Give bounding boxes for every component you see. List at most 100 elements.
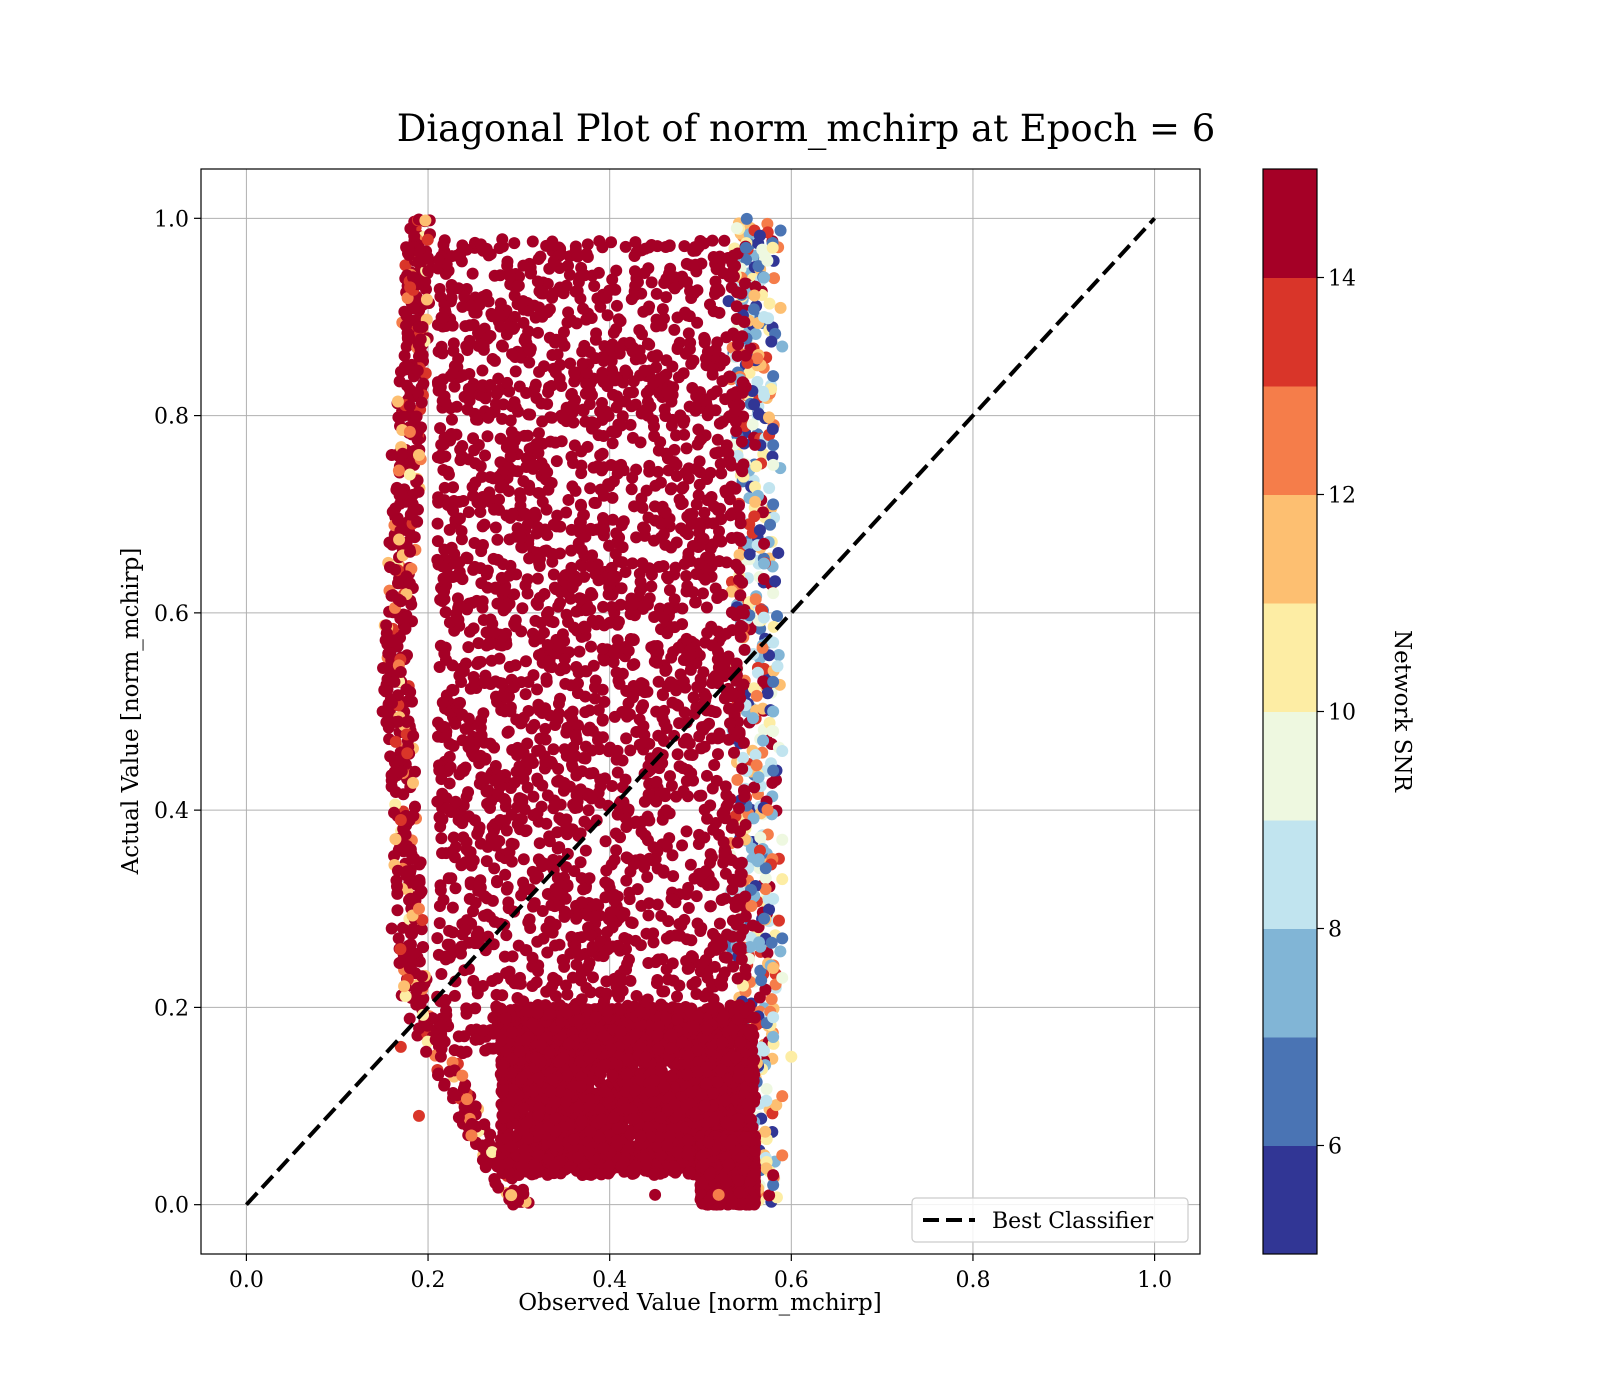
scatter-point xyxy=(619,364,632,377)
scatter-point xyxy=(451,592,464,605)
scatter-point xyxy=(594,773,607,786)
scatter-point xyxy=(714,457,727,470)
scatter-point xyxy=(417,377,430,390)
scatter-point xyxy=(765,993,778,1006)
scatter-point xyxy=(588,692,601,705)
scatter-point xyxy=(610,264,623,277)
scatter-point xyxy=(484,378,497,391)
scatter-point xyxy=(531,572,544,585)
scatter-point xyxy=(436,347,449,360)
scatter-point xyxy=(720,951,733,964)
scatter-point xyxy=(445,291,458,304)
scatter-point xyxy=(547,362,560,375)
scatter-point xyxy=(577,302,590,315)
scatter-point xyxy=(598,654,611,667)
scatter-point xyxy=(527,790,540,803)
scatter-point xyxy=(447,337,460,350)
scatter-point xyxy=(640,484,653,497)
scatter-point xyxy=(600,975,613,988)
scatter-point xyxy=(665,419,678,432)
scatter-point xyxy=(612,615,625,628)
scatter-point xyxy=(519,655,532,668)
scatter-point xyxy=(748,510,761,523)
scatter-point xyxy=(496,989,509,1002)
scatter-point xyxy=(380,627,393,640)
scatter-point xyxy=(488,915,501,928)
scatter-point xyxy=(576,345,589,358)
scatter-point xyxy=(474,655,487,668)
scatter-point xyxy=(480,785,493,798)
scatter-point xyxy=(647,420,660,433)
scatter-point xyxy=(405,598,418,611)
scatter-point xyxy=(566,581,579,594)
scatter-point xyxy=(658,369,671,382)
scatter-point xyxy=(407,506,420,519)
scatter-point xyxy=(708,759,721,772)
scatter-point xyxy=(724,717,737,730)
scatter-point xyxy=(763,411,776,424)
scatter-point xyxy=(443,1065,456,1078)
scatter-point xyxy=(415,421,428,434)
scatter-point xyxy=(547,743,560,756)
scatter-point xyxy=(658,403,671,416)
scatter-point xyxy=(394,943,407,956)
scatter-point xyxy=(469,1033,482,1046)
scatter-point xyxy=(512,280,525,293)
scatter-point xyxy=(456,763,469,776)
scatter-point xyxy=(600,877,613,890)
scatter-point xyxy=(522,408,535,421)
scatter-point xyxy=(645,641,658,654)
scatter-point xyxy=(569,484,582,497)
scatter-point xyxy=(469,1100,482,1113)
scatter-point xyxy=(494,813,507,826)
scatter-point xyxy=(530,391,543,404)
scatter-point xyxy=(765,335,778,348)
scatter-point xyxy=(759,983,772,996)
scatter-point xyxy=(581,440,594,453)
scatter-point xyxy=(654,476,667,489)
scatter-point xyxy=(377,662,390,675)
scatter-point xyxy=(583,872,596,885)
scatter-point xyxy=(506,440,519,453)
scatter-point xyxy=(596,642,609,655)
scatter-point xyxy=(772,546,785,559)
scatter-point xyxy=(526,980,539,993)
scatter-point xyxy=(693,478,706,491)
scatter-point xyxy=(553,841,566,854)
scatter-point xyxy=(719,867,732,880)
scatter-point xyxy=(553,596,566,609)
scatter-point xyxy=(689,462,702,475)
scatter-point xyxy=(735,868,748,881)
scatter-point xyxy=(455,533,468,546)
scatter-point xyxy=(466,267,479,280)
scatter-point xyxy=(575,896,588,909)
scatter-point xyxy=(576,357,589,370)
scatter-point xyxy=(610,299,623,312)
scatter-point xyxy=(643,364,656,377)
scatter-point xyxy=(684,858,697,871)
scatter-point xyxy=(555,814,568,827)
scatter-point xyxy=(748,438,761,451)
scatter-point xyxy=(420,293,433,306)
scatter-point xyxy=(743,366,756,379)
scatter-point xyxy=(467,432,480,445)
scatter-point xyxy=(719,780,732,793)
scatter-point xyxy=(749,495,762,508)
scatter-point xyxy=(718,234,731,247)
scatter-point xyxy=(517,711,530,724)
scatter-point xyxy=(569,730,582,743)
scatter-point xyxy=(395,955,408,968)
scatter-point xyxy=(526,951,539,964)
scatter-point xyxy=(469,476,482,489)
scatter-point xyxy=(691,316,704,329)
scatter-point xyxy=(731,836,744,849)
scatter-point xyxy=(531,521,544,534)
scatter-point xyxy=(626,658,639,671)
scatter-point xyxy=(700,601,713,614)
scatter-point xyxy=(737,736,750,749)
scatter-point xyxy=(467,318,480,331)
scatter-point xyxy=(431,932,444,945)
scatter-point xyxy=(410,984,423,997)
scatter-point xyxy=(597,461,610,474)
scatter-point xyxy=(545,379,558,392)
